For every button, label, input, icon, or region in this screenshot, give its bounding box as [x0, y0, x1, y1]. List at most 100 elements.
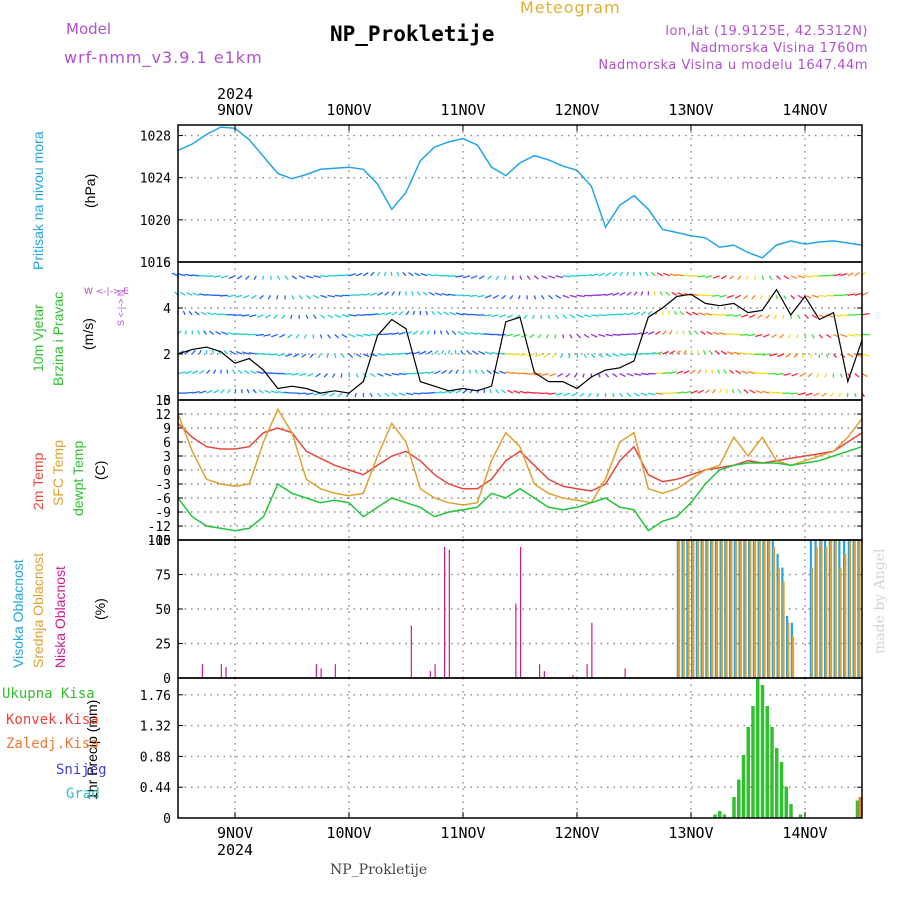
- wind-vector: [551, 353, 557, 359]
- wind-vector: [733, 351, 742, 355]
- wind-vector: [226, 369, 229, 374]
- cloud-bar: [819, 540, 822, 678]
- wind-vector: [783, 275, 790, 280]
- wind-vector: [384, 332, 393, 336]
- wind-vector: [573, 373, 578, 378]
- precip-ytick-label: 0: [163, 812, 171, 827]
- wind-vector: [237, 369, 243, 375]
- wind-vector: [673, 310, 678, 316]
- cloud-bar: [781, 567, 784, 678]
- wind-vector: [437, 310, 443, 316]
- wind-vector: [289, 314, 293, 320]
- wind-vector: [771, 333, 777, 339]
- precip-bar: [722, 814, 727, 818]
- pressure-ytick-label: 1020: [140, 214, 171, 229]
- wind-vector: [775, 372, 784, 376]
- wind-vector: [245, 275, 250, 280]
- wind-vector: [783, 295, 787, 300]
- wind-vector: [598, 333, 606, 338]
- wind-frame: [177, 261, 863, 401]
- wind-vector: [619, 312, 628, 316]
- wind-vector: [725, 332, 734, 336]
- wind-vector: [495, 388, 500, 394]
- wind-vector: [206, 311, 214, 316]
- wind-vector: [503, 275, 507, 280]
- wind-vector: [526, 372, 535, 375]
- wind-vector: [763, 333, 770, 338]
- wind-vector: [341, 273, 350, 277]
- cloud-bar: [776, 553, 779, 678]
- temperature-ytick-label: 12: [155, 408, 171, 423]
- cloud-bar: [762, 540, 765, 678]
- wind-vector: [519, 275, 523, 280]
- wind-vector: [676, 391, 685, 394]
- wind-vector: [714, 350, 720, 355]
- temperature-frame: [177, 399, 863, 541]
- wind-vector: [269, 353, 278, 356]
- wind-vector: [545, 334, 550, 339]
- wind-vector: [749, 389, 756, 394]
- wind-vector: [462, 369, 465, 374]
- wind-vector: [826, 294, 835, 297]
- wind-vector: [612, 313, 621, 316]
- bottom-day-label: 11NOV: [440, 824, 485, 842]
- precip-ytick-label: 0.44: [140, 781, 171, 796]
- wind-vector: [256, 314, 264, 318]
- wind-vector: [398, 392, 406, 396]
- wind-vector: [797, 275, 806, 279]
- precip-bar: [765, 706, 769, 818]
- cloud-bar: [720, 540, 723, 678]
- wind-vector: [497, 333, 506, 336]
- wind-vector: [462, 389, 468, 394]
- wind-vector: [427, 350, 433, 355]
- cloud-bar: [706, 540, 709, 678]
- wind-vector: [270, 390, 278, 394]
- cloud-bar: [763, 540, 766, 678]
- wind-vector: [529, 333, 535, 339]
- wind-vector: [598, 293, 607, 296]
- wind-vector: [191, 370, 199, 375]
- wind-vector: [369, 271, 375, 277]
- wind-vector: [363, 333, 371, 337]
- wind-vector: [605, 293, 613, 296]
- wind-ytick-label: 0: [163, 394, 171, 409]
- wind-vector: [861, 292, 869, 296]
- cloud-bar: [758, 540, 761, 678]
- wind-vector: [279, 333, 286, 338]
- model-name: wrf-nmm_v3.9.1 e1km: [64, 48, 263, 67]
- wind-vector: [719, 332, 727, 336]
- wind-vector: [737, 275, 742, 280]
- cloud-bar: [220, 664, 222, 678]
- wind-vector: [711, 313, 720, 316]
- wind-vector: [562, 294, 570, 299]
- wind-vector: [235, 350, 243, 355]
- wind-vector: [184, 273, 193, 277]
- wind-vector: [697, 294, 706, 296]
- wind-vector: [640, 392, 648, 397]
- cloud-bar: [744, 540, 747, 678]
- wind-vector: [213, 369, 217, 374]
- wind-vector: [559, 353, 564, 359]
- wind-vector: [334, 333, 340, 339]
- wind-vector: [293, 353, 300, 358]
- wind-vector: [263, 371, 271, 375]
- wind-vector: [178, 273, 186, 277]
- cloud-bar: [790, 622, 793, 678]
- wind-vector: [825, 353, 829, 359]
- bottom-day-label: 9NOV: [217, 824, 253, 842]
- wind-vector: [410, 291, 414, 296]
- cloud-bar: [591, 622, 593, 678]
- wind-vector: [813, 392, 820, 397]
- wind-vector: [563, 392, 571, 397]
- wind-vector: [825, 333, 832, 339]
- wind-vector: [412, 310, 416, 316]
- top-day-label: 13NOV: [668, 101, 713, 119]
- wind-vector: [583, 333, 590, 339]
- wind-vector: [605, 333, 614, 337]
- wind-vector: [569, 314, 576, 319]
- wind-vector: [612, 271, 618, 277]
- temperature-series-line: [177, 445, 863, 532]
- precip-bar: [713, 814, 717, 818]
- wind-vector: [355, 333, 364, 337]
- wind-vector: [191, 274, 200, 277]
